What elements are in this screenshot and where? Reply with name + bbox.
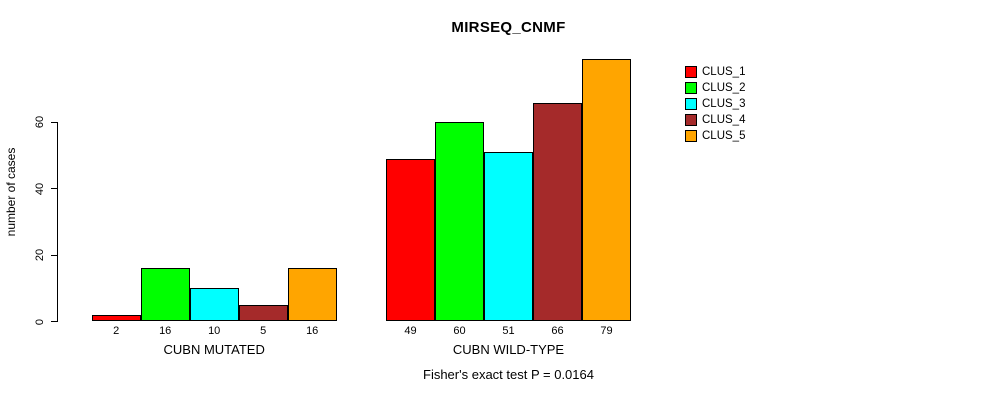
y-axis-line	[57, 122, 58, 323]
bar-value-label: 49	[404, 325, 417, 337]
bar-clus_3	[484, 152, 533, 322]
y-axis-tick	[51, 188, 57, 190]
legend-swatch-clus_1	[685, 66, 697, 78]
y-axis-tick-label: 60	[34, 116, 46, 129]
y-axis-tick	[51, 321, 57, 322]
legend-label: CLUS_5	[702, 130, 746, 142]
bar-clus_5	[582, 59, 631, 322]
legend-swatch-clus_4	[685, 114, 697, 126]
bar-clus_2	[435, 122, 484, 322]
bar-clus_4	[533, 102, 582, 322]
bar-value-label: 2	[113, 325, 120, 337]
legend: CLUS_1 CLUS_2 CLUS_3 CLUS_4 CLUS_5	[685, 64, 745, 144]
y-axis-tick-label: 0	[34, 318, 46, 325]
group-label: CUBN WILD-TYPE	[452, 342, 565, 357]
bar-value-label: 51	[502, 325, 515, 337]
bar-value-label: 5	[260, 325, 267, 337]
bar-clus_4	[238, 304, 288, 322]
legend-label: CLUS_4	[702, 114, 746, 126]
y-axis-tick	[51, 121, 57, 123]
y-axis-tick-label: 40	[34, 182, 46, 195]
legend-item: CLUS_4	[685, 112, 745, 128]
bar-clus_1	[91, 314, 141, 322]
group-label: CUBN MUTATED	[163, 342, 265, 357]
bar-value-label: 79	[600, 325, 613, 337]
legend-label: CLUS_2	[702, 82, 746, 94]
bar-value-label: 60	[453, 325, 466, 337]
legend-item: CLUS_5	[685, 128, 745, 144]
bar-value-label: 16	[306, 325, 319, 337]
bar-clus_1	[386, 158, 435, 322]
y-axis-tick	[51, 254, 57, 256]
y-axis-label: number of cases	[4, 147, 18, 237]
legend-swatch-clus_3	[685, 98, 697, 110]
legend-swatch-clus_2	[685, 82, 697, 94]
legend-item: CLUS_3	[685, 96, 745, 112]
bar-clus_3	[189, 288, 239, 322]
bar-value-label: 66	[551, 325, 564, 337]
legend-item: CLUS_2	[685, 80, 745, 96]
bar-value-label: 16	[159, 325, 172, 337]
stat-annotation: Fisher's exact test P = 0.0164	[423, 367, 594, 382]
bar-value-label: 10	[208, 325, 221, 337]
legend-swatch-clus_5	[685, 130, 697, 142]
legend-label: CLUS_3	[702, 98, 746, 110]
bar-clus_2	[140, 268, 190, 322]
legend-label: CLUS_1	[702, 66, 746, 78]
chart-title: MIRSEQ_CNMF	[451, 19, 566, 36]
legend-item: CLUS_1	[685, 64, 745, 80]
bar-clus_5	[287, 268, 337, 322]
y-axis-tick-label: 20	[34, 249, 46, 262]
